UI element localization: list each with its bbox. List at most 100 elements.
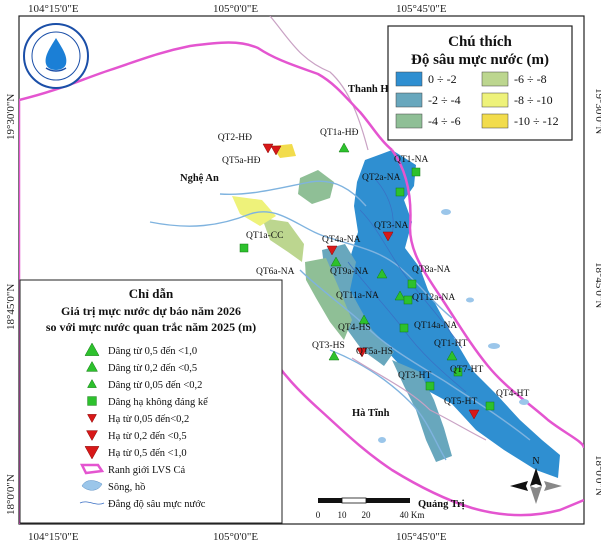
depth-class-swatch [395, 71, 423, 87]
place-thanh-hoa: Thanh H [348, 84, 389, 95]
station-qt3-ht-label: QT3-HT [398, 371, 431, 381]
station-qt2a-na-symbol [395, 187, 405, 197]
depth-class-swatch [395, 113, 423, 129]
station-qt9a-na-symbol [376, 268, 388, 279]
axis-bottom-1: 104°15'0"E [28, 531, 79, 543]
station-qt1a-cc-symbol [239, 243, 249, 253]
axis-top-3: 105°45'0"E [396, 3, 447, 15]
axis-top-1: 104°15'0"E [28, 3, 79, 15]
guide-subtitle-2: so với mực nước quan trắc năm 2025 (m) [46, 320, 256, 334]
station-qt1-na-label: QT1-NA [394, 155, 428, 165]
depth-class-swatch [481, 71, 509, 87]
station-qt3-ht-symbol [425, 381, 435, 391]
guide-item-label: Đẳng độ sâu mực nước [108, 499, 206, 510]
depth-legend-title: Chú thích [448, 34, 512, 50]
north-arrow-icon: N [510, 456, 562, 504]
place-ha-tinh: Hà Tĩnh [352, 408, 390, 419]
depth-zone-4-6 [305, 258, 352, 340]
guide-symbol-up-medium [86, 360, 98, 372]
station-qt14a-na-symbol [399, 323, 409, 333]
lakes [378, 209, 529, 443]
station-qt3-hs-symbol [328, 350, 340, 361]
station-qt5a-h--label: QT5a-HĐ [222, 156, 261, 166]
depth-class-label: -10 ÷ -12 [514, 114, 559, 128]
axis-left-3: 18°0'0"N [5, 474, 17, 515]
depth-class-label: -4 ÷ -6 [428, 114, 461, 128]
station-qt1-ht-label: QT1-HT [434, 339, 467, 349]
map-body [19, 16, 584, 524]
depth-zone-river-upper [298, 170, 334, 204]
agency-logo [23, 23, 89, 89]
station-qt4-hs-symbol [358, 314, 370, 325]
axis-left-2: 18°45'0"N [5, 284, 17, 330]
station-qt4a-na-label: QT4a-NA [322, 235, 361, 245]
depth-zone-river-south [392, 360, 452, 462]
guide-item-label: Ranh giới LVS Cả [108, 465, 186, 476]
guide-subtitle-1: Giá trị mực nước dự báo năm 2026 [61, 304, 241, 318]
guide-item-label: Sông, hồ [108, 482, 145, 493]
guide-symbol-down-large [84, 446, 100, 460]
station-qt1a-cc-label: QT1a-CC [246, 231, 283, 241]
axis-top-2: 105°0'0"E [213, 3, 258, 15]
depth-legend-subtitle: Độ sâu mực nước (m) [411, 52, 549, 68]
axis-right-2: 18°45'0"N [593, 262, 601, 308]
depth-zone-6-8 [262, 218, 304, 262]
guide-item-label: Dâng từ 0,5 đến <1,0 [108, 346, 197, 357]
basin-boundary [19, 41, 584, 524]
station-qt6a-na-symbol [330, 256, 342, 267]
guide-item-label: Dâng từ 0,05 đến <0,2 [108, 380, 202, 391]
station-qt8a-na-label: QT8a-NA [412, 265, 451, 275]
station-qt4-hs-label: QT4-HS [338, 323, 371, 333]
station-qt5a-h--symbol [270, 145, 282, 156]
north-label: N [532, 456, 539, 467]
station-qt7-ht-symbol [453, 367, 463, 377]
depth-class-swatch [481, 92, 509, 108]
province-boundaries [269, 16, 487, 441]
depth-class-label: -2 ÷ -4 [428, 93, 461, 107]
guide-symbol-up-large [84, 342, 100, 356]
depth-zone-8-10 [232, 196, 276, 226]
station-qt3-na-symbol [382, 231, 394, 242]
station-qt14a-na-label: QT14a-NA [414, 321, 457, 331]
station-qt4-ht-symbol [485, 401, 495, 411]
depth-class-label: 0 ÷ -2 [428, 72, 457, 86]
scale-tick-20: 20 [362, 510, 372, 520]
station-qt4a-na-symbol [326, 245, 338, 256]
guide-symbol-down-medium [86, 430, 98, 442]
station-qt11a-na-symbol [394, 290, 406, 301]
guide-symbol-up-small [87, 378, 97, 388]
axis-bottom-2: 105°0'0"E [213, 531, 258, 543]
station-qt6a-na-label: QT6a-NA [256, 267, 295, 277]
station-qt2a-na-label: QT2a-NA [362, 173, 401, 183]
depth-legend: Chú thích Độ sâu mực nước (m) 0 ÷ -2 -6 ÷… [387, 25, 573, 141]
scale-tick-10: 10 [338, 510, 348, 520]
station-qt5-ht-label: QT5-HT [444, 397, 477, 407]
station-qt5-ht-symbol [468, 409, 480, 420]
station-qt12a-na-symbol [403, 295, 413, 305]
axis-left-1: 19°30'0"N [5, 94, 17, 140]
station-qt1a-h--label: QT1a-HĐ [320, 128, 359, 138]
scale-tick-0: 0 [316, 510, 321, 520]
station-qt12a-na-label: QT12a-NA [412, 293, 455, 303]
station-qt7-ht-label: QT7-HT [450, 365, 483, 375]
axis-bottom-3: 105°45'0"E [396, 531, 447, 543]
station-qt3-na-label: QT3-NA [374, 221, 408, 231]
place-quang-tri: Quảng Trị [418, 499, 465, 510]
depth-legend-classes: 0 ÷ -2 -6 ÷ -8 -2 ÷ -4 -8 ÷ -10 -4 ÷ -6 -10 ÷… [395, 71, 559, 129]
scale-bar: 0 10 20 40 Km [316, 497, 424, 520]
guide-legend: Chỉ dẫn Giá trị mực nước dự báo năm 2026… [19, 279, 283, 524]
guide-symbol-down-small [87, 414, 97, 424]
station-qt11a-na-label: QT11a-NA [336, 291, 379, 301]
station-qt1-na-symbol [411, 167, 421, 177]
place-nghe-an: Nghệ An [180, 173, 219, 184]
station-qt2-h--label: QT2-HĐ [218, 133, 252, 143]
guide-item-label: Hạ từ 0,05 đến<0,2 [108, 414, 189, 425]
guide-item-label: Dâng từ 0,2 đến <0,5 [108, 363, 197, 374]
depth-zone-0-2 [344, 150, 560, 478]
guide-item-label: Hạ từ 0,2 đến <0,5 [108, 431, 187, 442]
station-qt3-hs-label: QT3-HS [312, 341, 345, 351]
station-qt2-h--symbol [262, 143, 274, 154]
station-qt8a-na-symbol [407, 279, 417, 289]
